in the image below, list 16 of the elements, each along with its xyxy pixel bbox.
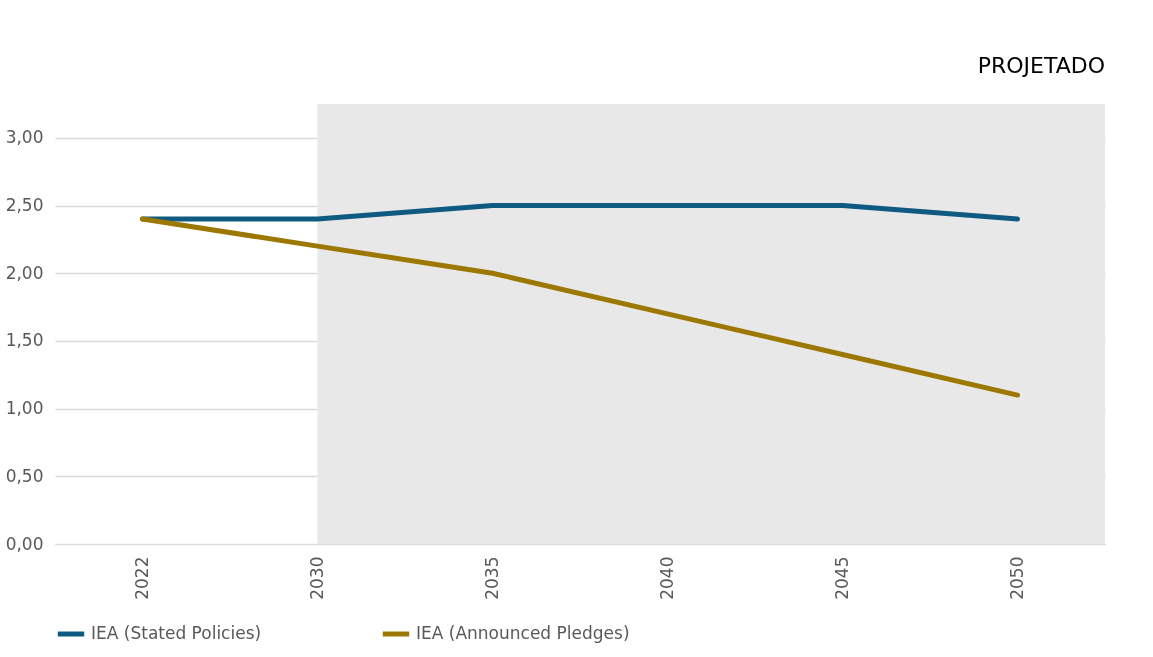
x-tick-label: 2035: [482, 556, 502, 600]
y-tick-label: 0,50: [5, 465, 44, 486]
x-tick-label: 2040: [657, 556, 677, 600]
y-tick-label: 1,00: [5, 398, 44, 419]
y-tick-label: 2,50: [5, 195, 44, 216]
x-tick-label: 2045: [832, 556, 852, 600]
band-label: PROJETADO: [977, 53, 1105, 78]
y-tick-label: 2,00: [5, 262, 44, 283]
legend-label: IEA (Stated Policies): [91, 623, 262, 643]
y-tick-label: 0,00: [5, 533, 44, 554]
y-tick-label: 1,50: [5, 330, 44, 351]
x-tick-label: 2030: [307, 556, 327, 600]
x-tick-label: 2050: [1007, 556, 1027, 600]
y-tick-label: 3,00: [5, 127, 44, 148]
legend-label: IEA (Announced Pledges): [416, 623, 630, 643]
x-tick-label: 2022: [132, 556, 152, 600]
